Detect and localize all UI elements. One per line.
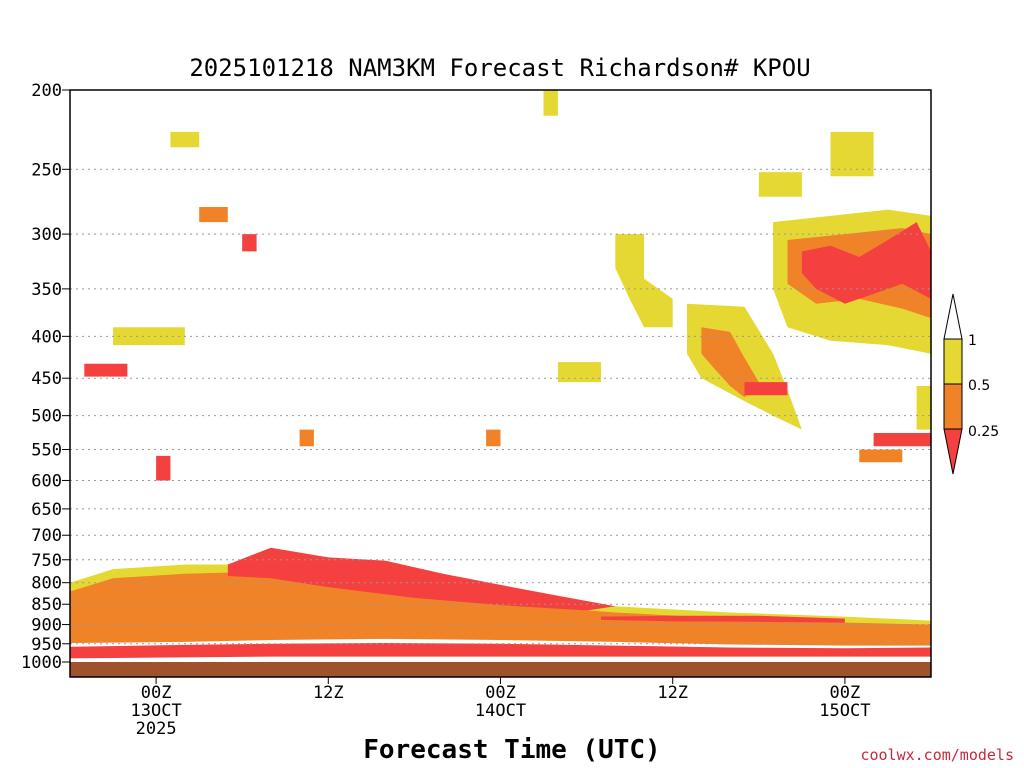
legend-label-0: 1 xyxy=(968,333,977,349)
x-tick-label-1-0: 12Z xyxy=(313,683,344,703)
legend-label-2: 0.25 xyxy=(968,424,999,440)
region-025_0.5-3 xyxy=(199,207,228,223)
region-below_025-4 xyxy=(744,382,788,396)
chart-title: 2025101218 NAM3KM Forecast Richardson# K… xyxy=(189,54,810,82)
region-05_1-4 xyxy=(170,131,200,148)
legend-label-1: 0.5 xyxy=(968,378,990,394)
region-025_0.5-6 xyxy=(486,429,501,447)
x-tick-label-2-1: 14OCT xyxy=(475,701,526,721)
x-tick-label-4-0: 00Z xyxy=(830,683,861,703)
legend-band-0.5-1 xyxy=(943,338,963,385)
region-05_1-9 xyxy=(543,90,558,116)
y-tick-label-900: 900 xyxy=(31,616,62,636)
y-tick-label-700: 700 xyxy=(31,526,62,546)
plot-area xyxy=(69,89,932,678)
region-below_025-2 xyxy=(601,615,845,623)
region-05_1-8 xyxy=(557,362,601,383)
heatmap-regions xyxy=(70,90,931,659)
region-below_025-1 xyxy=(227,547,616,611)
region-below_025-6 xyxy=(156,455,171,481)
y-tick-label-650: 650 xyxy=(31,500,62,520)
x-axis-label: Forecast Time (UTC) xyxy=(363,735,660,765)
region-025_0.5-0 xyxy=(70,571,931,646)
legend-top-cap xyxy=(943,293,963,340)
region-below_025-7 xyxy=(242,234,257,252)
region-05_1-3 xyxy=(615,234,673,328)
x-tick-label-2-0: 00Z xyxy=(485,683,516,703)
y-tick-label-800: 800 xyxy=(31,574,62,594)
y-tick-label-850: 850 xyxy=(31,595,62,615)
region-below_025-0 xyxy=(70,643,931,659)
y-tick-label-400: 400 xyxy=(31,327,62,347)
credit-text: coolwx.com/models xyxy=(860,746,1014,764)
y-tick-label-1000: 1000 xyxy=(21,653,62,673)
y-tick-label-200: 200 xyxy=(31,81,62,101)
region-below_025-8 xyxy=(873,433,931,447)
x-tick-label-0-1: 13OCT xyxy=(131,701,182,721)
y-tick-label-550: 550 xyxy=(31,441,62,461)
region-below_025-5 xyxy=(84,363,128,377)
y-tick-label-600: 600 xyxy=(31,471,62,491)
region-025_0.5-4 xyxy=(859,449,903,463)
y-tick-label-300: 300 xyxy=(31,225,62,245)
x-tick-label-0-2: 2025 xyxy=(136,719,177,739)
y-axis: 200 250 300 350 400 450 500 550 600 650 700 750 8008… xyxy=(21,81,70,673)
y-tick-label-350: 350 xyxy=(31,280,62,300)
region-025_0.5-5 xyxy=(299,429,314,447)
x-tick-label-3-0: 12Z xyxy=(657,683,688,703)
legend-band-0.25-0.5 xyxy=(943,383,963,430)
x-tick-label-4-1: 15OCT xyxy=(819,701,870,721)
x-tick-label-0-0: 00Z xyxy=(141,683,172,703)
region-05_1-5 xyxy=(830,131,874,177)
y-tick-label-950: 950 xyxy=(31,635,62,655)
region-05_1-6 xyxy=(758,172,802,197)
y-tick-label-450: 450 xyxy=(31,369,62,389)
ground-band xyxy=(70,662,931,677)
region-025_0.5-1 xyxy=(701,327,759,398)
region-05_1-10 xyxy=(916,386,931,430)
region-below_025-3 xyxy=(801,222,931,304)
legend-bottom-cap xyxy=(943,428,963,475)
color-legend: 1 0.5 0.25 xyxy=(943,293,999,475)
y-tick-label-250: 250 xyxy=(31,160,62,180)
y-tick-label-750: 750 xyxy=(31,551,62,571)
y-tick-label-500: 500 xyxy=(31,407,62,427)
